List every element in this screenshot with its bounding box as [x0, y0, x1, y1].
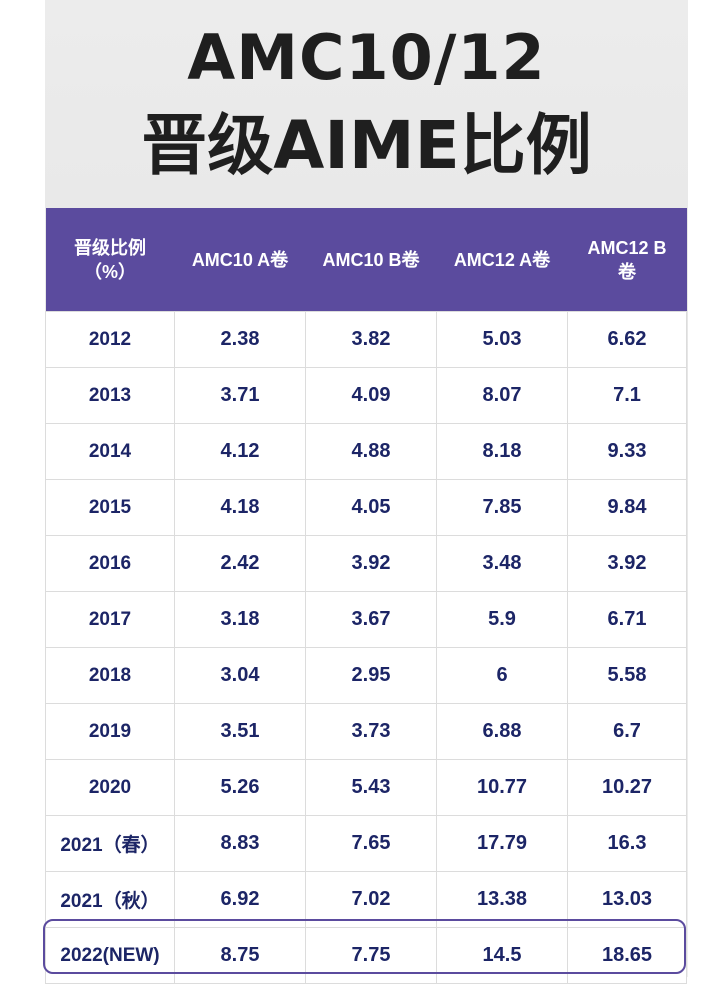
ratio-cell: 17.79	[436, 815, 568, 872]
ratio-cell: 14.5	[436, 927, 568, 984]
aime-qualification-table: 晋级比例 （%） AMC10 A卷 AMC10 B卷 AMC12 A卷 AMC12 B …	[45, 208, 687, 984]
ratio-cell: 7.02	[305, 871, 437, 928]
ratio-cell: 6.71	[567, 591, 687, 648]
ratio-cell: 2.95	[305, 647, 437, 704]
ratio-cell: 5.43	[305, 759, 437, 816]
ratio-cell: 9.33	[567, 423, 687, 480]
table-row: 2018 3.04 2.95 6 5.58	[45, 647, 687, 704]
ratio-cell: 4.88	[305, 423, 437, 480]
ratio-cell: 3.71	[174, 367, 306, 424]
ratio-cell: 16.3	[567, 815, 687, 872]
title-line-2: 晋级AIME比例	[141, 107, 592, 184]
year-cell: 2013	[45, 367, 175, 424]
ratio-cell: 3.04	[174, 647, 306, 704]
table-row: 2021（春） 8.83 7.65 17.79 16.3	[45, 815, 687, 872]
column-header-3: AMC12 A卷	[436, 208, 568, 312]
ratio-cell: 5.9	[436, 591, 568, 648]
ratio-cell: 6.88	[436, 703, 568, 760]
ratio-cell: 3.51	[174, 703, 306, 760]
ratio-cell: 7.85	[436, 479, 568, 536]
table-header-row: 晋级比例 （%） AMC10 A卷 AMC10 B卷 AMC12 A卷 AMC12 B …	[45, 208, 687, 312]
ratio-cell: 4.09	[305, 367, 437, 424]
ratio-cell: 3.18	[174, 591, 306, 648]
ratio-cell: 4.12	[174, 423, 306, 480]
ratio-cell: 2.38	[174, 311, 306, 368]
ratio-cell: 8.75	[174, 927, 306, 984]
ratio-cell: 5.26	[174, 759, 306, 816]
ratio-cell: 6.7	[567, 703, 687, 760]
year-cell: 2019	[45, 703, 175, 760]
ratio-cell: 6.62	[567, 311, 687, 368]
table-row: 2014 4.12 4.88 8.18 9.33	[45, 423, 687, 480]
ratio-cell: 5.03	[436, 311, 568, 368]
ratio-cell: 2.42	[174, 535, 306, 592]
ratio-cell: 3.67	[305, 591, 437, 648]
ratio-cell: 3.73	[305, 703, 437, 760]
right-margin	[688, 0, 726, 977]
ratio-cell: 5.58	[567, 647, 687, 704]
year-cell: 2015	[45, 479, 175, 536]
column-header-4: AMC12 B 卷	[567, 208, 687, 312]
ratio-cell: 3.48	[436, 535, 568, 592]
table-row: 2015 4.18 4.05 7.85 9.84	[45, 479, 687, 536]
ratio-cell: 3.92	[567, 535, 687, 592]
year-cell: 2017	[45, 591, 175, 648]
ratio-cell: 3.92	[305, 535, 437, 592]
year-cell: 2020	[45, 759, 175, 816]
year-cell: 2016	[45, 535, 175, 592]
left-margin	[0, 0, 45, 977]
ratio-cell: 9.84	[567, 479, 687, 536]
year-cell: 2012	[45, 311, 175, 368]
ratio-cell: 10.77	[436, 759, 568, 816]
column-header-1: AMC10 A卷	[174, 208, 306, 312]
year-cell: 2022(NEW)	[45, 927, 175, 984]
table-row: 2020 5.26 5.43 10.77 10.27	[45, 759, 687, 816]
ratio-cell: 8.83	[174, 815, 306, 872]
ratio-cell: 6.92	[174, 871, 306, 928]
table-row: 2013 3.71 4.09 8.07 7.1	[45, 367, 687, 424]
column-header-0: 晋级比例 （%）	[45, 208, 175, 312]
ratio-cell: 6	[436, 647, 568, 704]
table-row: 2021（秋） 6.92 7.02 13.38 13.03	[45, 871, 687, 928]
ratio-cell: 3.82	[305, 311, 437, 368]
table-row: 2016 2.42 3.92 3.48 3.92	[45, 535, 687, 592]
table-row: 2019 3.51 3.73 6.88 6.7	[45, 703, 687, 760]
ratio-cell: 7.65	[305, 815, 437, 872]
year-cell: 2021（秋）	[45, 871, 175, 928]
ratio-cell: 4.18	[174, 479, 306, 536]
year-cell: 2018	[45, 647, 175, 704]
ratio-cell: 13.03	[567, 871, 687, 928]
ratio-cell: 7.75	[305, 927, 437, 984]
title-line-1: AMC10/12	[187, 21, 546, 94]
ratio-cell: 18.65	[567, 927, 687, 984]
table-body: 2012 2.38 3.82 5.03 6.62 2013 3.71 4.09 8.07 7.1 2…	[45, 311, 687, 984]
ratio-cell: 8.18	[436, 423, 568, 480]
table-row: 2012 2.38 3.82 5.03 6.62	[45, 311, 687, 368]
column-header-2: AMC10 B卷	[305, 208, 437, 312]
ratio-cell: 10.27	[567, 759, 687, 816]
year-cell: 2014	[45, 423, 175, 480]
ratio-cell: 8.07	[436, 367, 568, 424]
ratio-cell: 13.38	[436, 871, 568, 928]
year-cell: 2021（春）	[45, 815, 175, 872]
table-row: 2022(NEW) 8.75 7.75 14.5 18.65	[45, 927, 687, 984]
table-row: 2017 3.18 3.67 5.9 6.71	[45, 591, 687, 648]
ratio-cell: 7.1	[567, 367, 687, 424]
ratio-cell: 4.05	[305, 479, 437, 536]
